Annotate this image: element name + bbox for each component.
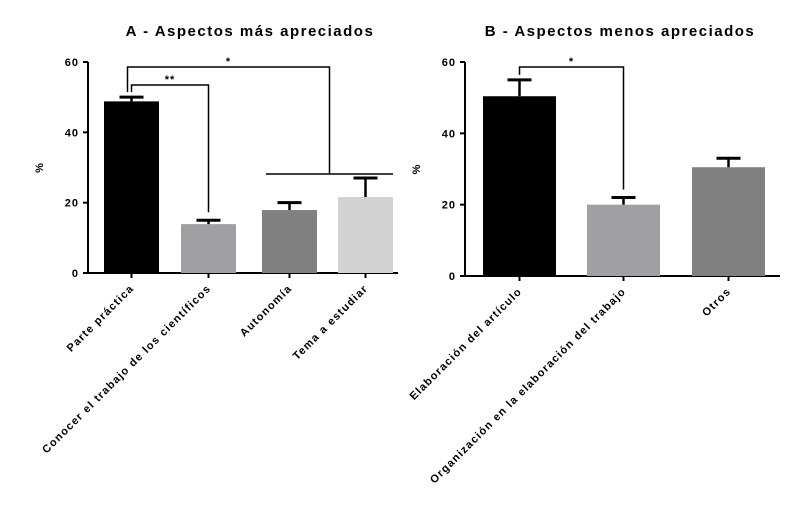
bar (104, 101, 159, 274)
y-tick-label: 40 (65, 127, 79, 139)
significance-bracket (518, 66, 625, 190)
chart-b: B - Aspectos menos apreciados% 0 20 40 60 Ela… (408, 23, 780, 486)
chart-title: A - Aspectos más apreciados (126, 23, 375, 40)
significance-label: * (569, 56, 574, 68)
y-tick-label: 60 (442, 57, 456, 69)
bar (692, 167, 765, 276)
bar (587, 204, 660, 276)
y-tick-label: 20 (442, 200, 456, 212)
bar (262, 210, 317, 273)
y-tick-label: 0 (72, 268, 79, 280)
y-axis-label: % (34, 162, 46, 173)
category-label: Elaboración del artículo (408, 286, 525, 403)
category-label: Otros (700, 286, 733, 319)
category-label: Tema a estudiar (291, 283, 371, 363)
y-tick-label: 20 (65, 198, 79, 210)
chart-a: A - Aspectos más apreciados% 0 20 40 60 Parte… (34, 23, 398, 456)
category-label: Autonomía (238, 283, 295, 340)
bar (338, 197, 393, 273)
significance-label: * (226, 56, 231, 68)
bar (181, 224, 236, 273)
y-axis-label: % (411, 164, 423, 175)
bar (483, 96, 556, 277)
y-tick-label: 60 (65, 57, 79, 69)
significance-label: ** (165, 74, 176, 86)
category-label: Conocer el trabajo de los científicos (40, 283, 213, 456)
y-tick-label: 40 (442, 128, 456, 140)
significance-bracket (130, 84, 210, 213)
significance-bracket (126, 66, 331, 174)
chart-title: B - Aspectos menos apreciados (485, 23, 756, 40)
category-label: Parte práctica (65, 283, 137, 355)
category-label: Organización en la elaboración del traba… (428, 286, 629, 487)
y-tick-label: 0 (449, 271, 456, 283)
